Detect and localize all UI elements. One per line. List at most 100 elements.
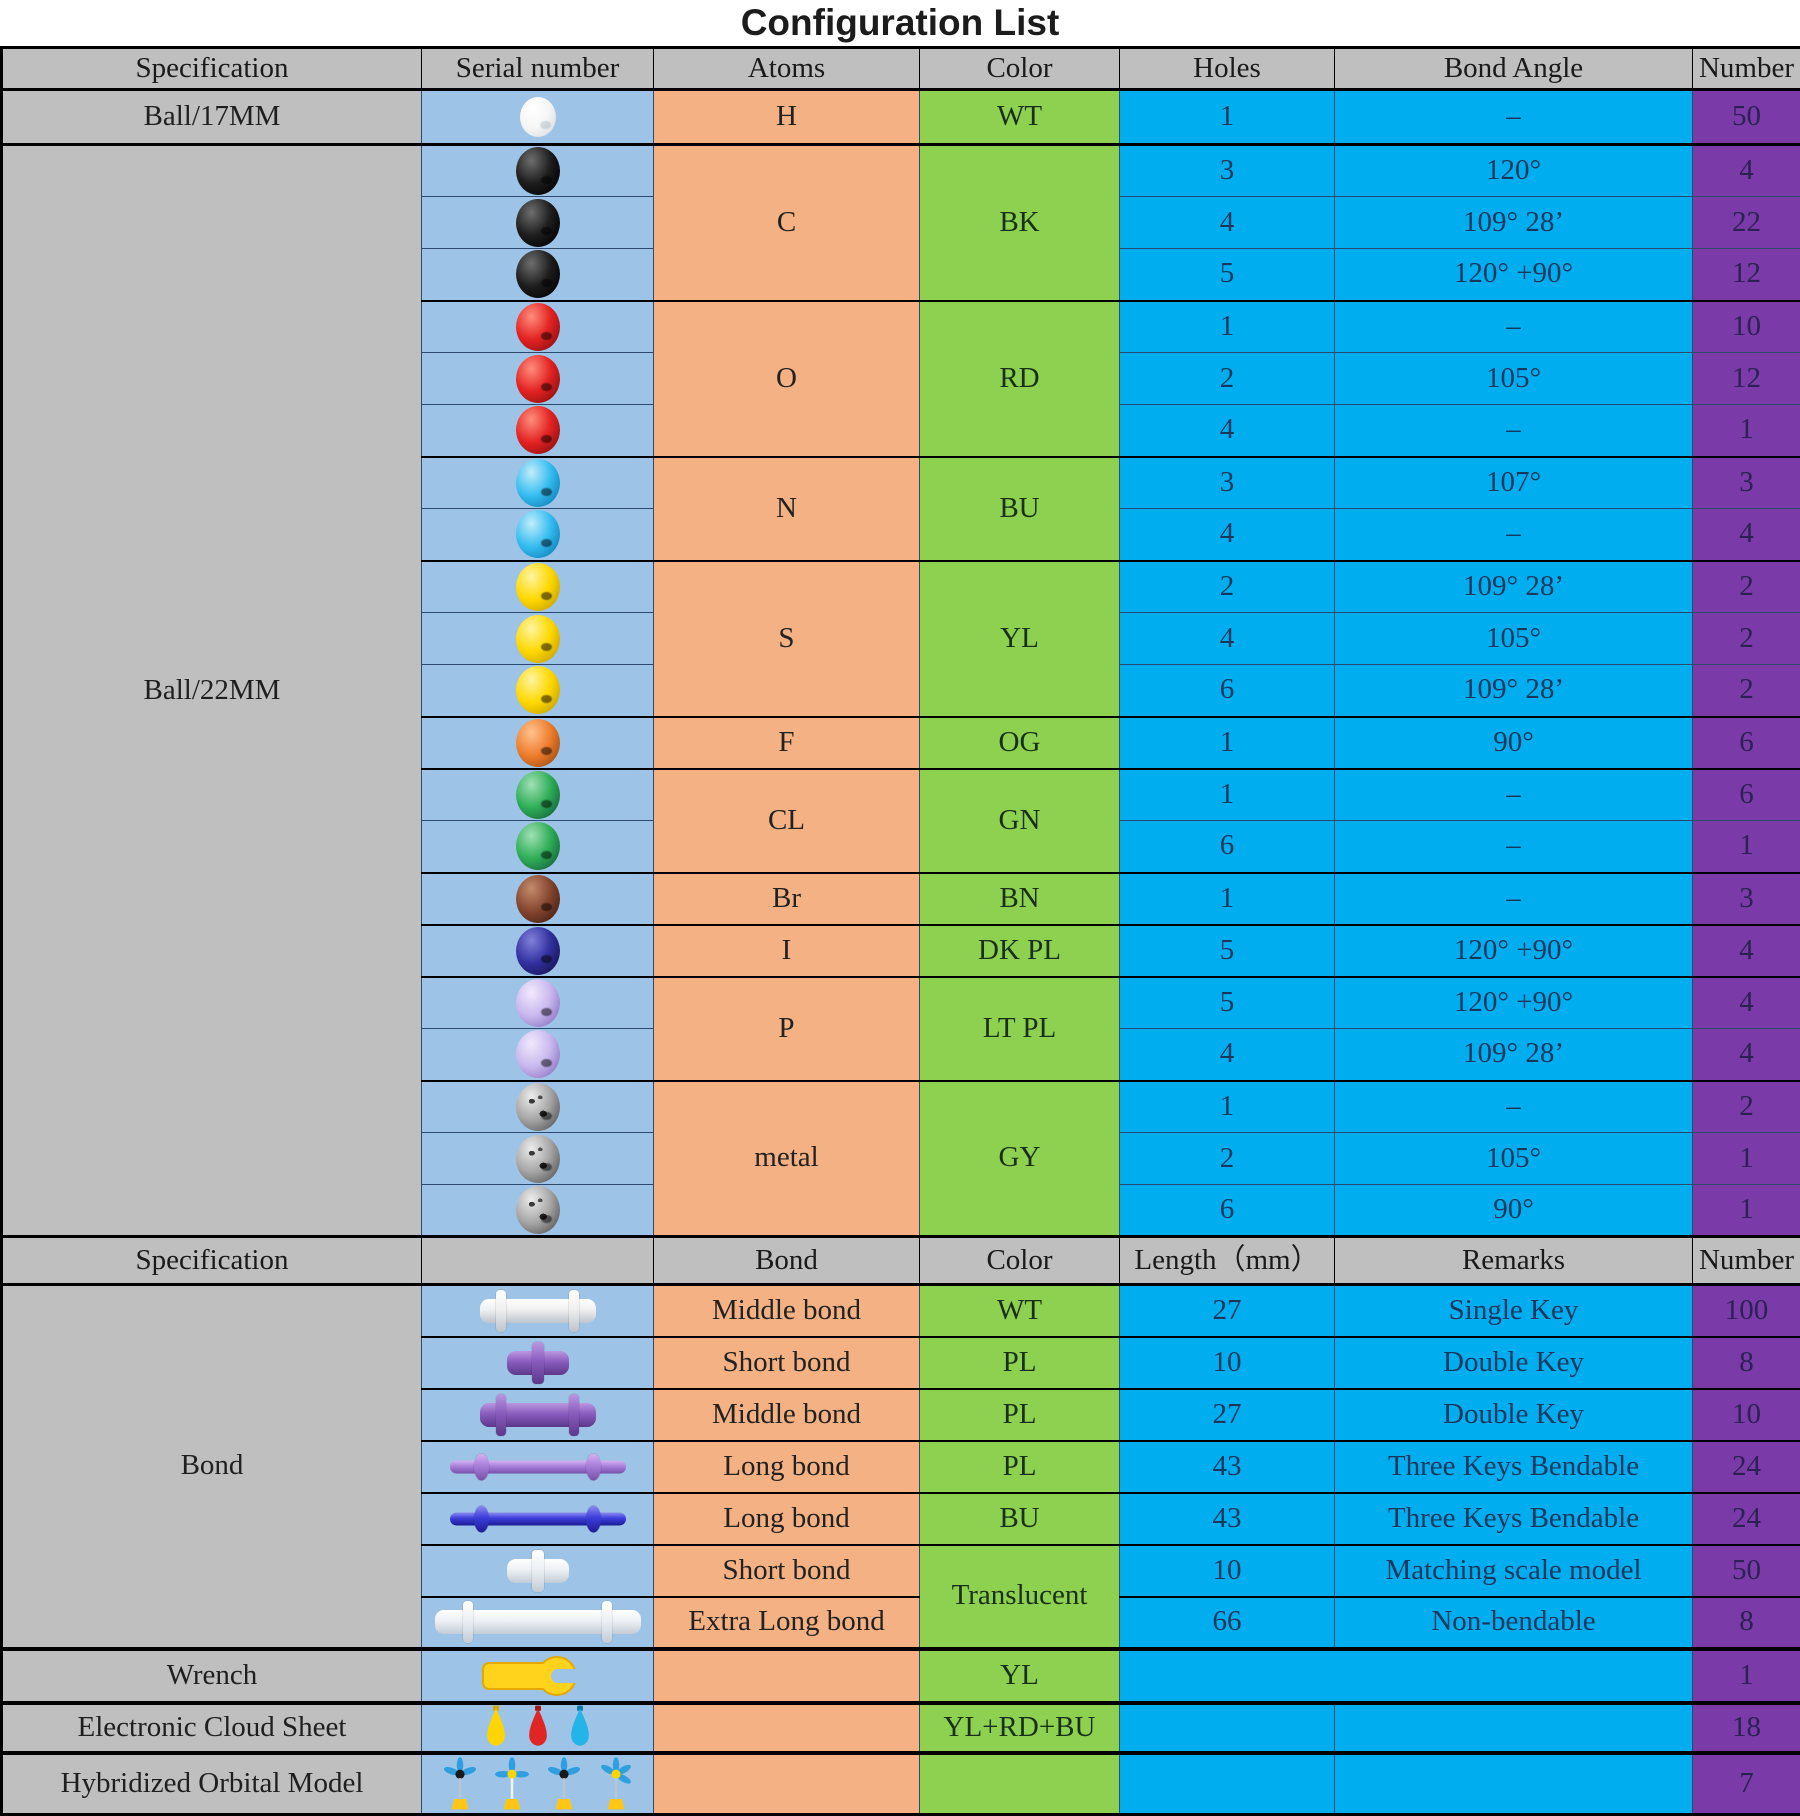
angle-cell: 90° <box>1335 1185 1693 1237</box>
angle-cell: 109° 28’ <box>1335 561 1693 613</box>
remarks-cell: Non-bendable <box>1335 1597 1693 1649</box>
ball-image-p <box>422 977 654 1029</box>
blank-cell <box>654 1703 920 1753</box>
blank-cell <box>654 1649 920 1703</box>
number-cell: 22 <box>1693 197 1800 249</box>
column-header-color: Color <box>920 1237 1120 1285</box>
holes-cell: 6 <box>1120 1185 1335 1237</box>
ball-image-s <box>422 613 654 665</box>
number-cell: 4 <box>1693 977 1800 1029</box>
length-cell: 43 <box>1120 1493 1335 1545</box>
column-header-color: Color <box>920 48 1120 90</box>
atom-symbol: H <box>654 90 920 145</box>
holes-cell: 3 <box>1120 457 1335 509</box>
color-code: DK PL <box>920 925 1120 977</box>
atom-symbol: metal <box>654 1081 920 1237</box>
bond-image-long-blue <box>422 1493 654 1545</box>
color-code: PL <box>920 1441 1120 1493</box>
color-code: YL <box>920 1649 1120 1703</box>
remarks-cell: Three Keys Bendable <box>1335 1441 1693 1493</box>
bond-type-cell: Short bond <box>654 1337 920 1389</box>
bond-image-middle-white <box>422 1285 654 1337</box>
spec-label-bond: Bond <box>2 1285 422 1649</box>
holes-cell: 3 <box>1120 145 1335 197</box>
remarks-cell: Three Keys Bendable <box>1335 1493 1693 1545</box>
title-bar: Configuration List <box>0 0 1800 46</box>
angle-cell: – <box>1335 1081 1693 1133</box>
number-cell: 10 <box>1693 1389 1800 1441</box>
holes-cell: 6 <box>1120 665 1335 717</box>
number-cell: 1 <box>1693 1133 1800 1185</box>
ball-image-cl <box>422 821 654 873</box>
number-cell: 4 <box>1693 1029 1800 1081</box>
wrench-icon <box>479 1651 597 1701</box>
atom-symbol: F <box>654 717 920 769</box>
number-cell: 3 <box>1693 457 1800 509</box>
number-cell: 18 <box>1693 1703 1800 1753</box>
spec-label-electronic-cloud-sheet: Electronic Cloud Sheet <box>2 1703 422 1753</box>
color-code: BN <box>920 873 1120 925</box>
blank-cell <box>1120 1703 1335 1753</box>
angle-cell: 90° <box>1335 717 1693 769</box>
holes-cell: 2 <box>1120 353 1335 405</box>
ball-image-n <box>422 509 654 561</box>
atom-symbol: P <box>654 977 920 1081</box>
number-cell: 2 <box>1693 561 1800 613</box>
angle-cell: 120° +90° <box>1335 925 1693 977</box>
number-cell: 4 <box>1693 145 1800 197</box>
holes-cell: 5 <box>1120 249 1335 301</box>
bond-type-cell: Extra Long bond <box>654 1597 920 1649</box>
column-header-bond-angle: Bond Angle <box>1335 48 1693 90</box>
atom-symbol: S <box>654 561 920 717</box>
color-code: BU <box>920 1493 1120 1545</box>
bond-image-short-purple <box>422 1337 654 1389</box>
holes-cell: 5 <box>1120 977 1335 1029</box>
bond-image-extra-long-translucent <box>422 1597 654 1649</box>
bond-image-middle-purple <box>422 1389 654 1441</box>
angle-cell: – <box>1335 821 1693 873</box>
remarks-cell: Double Key <box>1335 1337 1693 1389</box>
ball-image-o <box>422 405 654 457</box>
number-cell: 1 <box>1693 821 1800 873</box>
number-cell: 10 <box>1693 301 1800 353</box>
ball-image-o <box>422 301 654 353</box>
column-header-specification: Specification <box>2 48 422 90</box>
column-header-number: Number <box>1693 1237 1800 1285</box>
atom-symbol: N <box>654 457 920 561</box>
angle-cell: 105° <box>1335 353 1693 405</box>
length-cell: 27 <box>1120 1285 1335 1337</box>
color-code: BU <box>920 457 1120 561</box>
holes-cell: 1 <box>1120 717 1335 769</box>
electronic-cloud-sheet-image <box>422 1703 654 1753</box>
number-cell: 24 <box>1693 1441 1800 1493</box>
holes-cell: 4 <box>1120 509 1335 561</box>
blank-cell <box>1335 1703 1693 1753</box>
spec-label-hybridized-orbital-model: Hybridized Orbital Model <box>2 1753 422 1815</box>
ball-image-s <box>422 561 654 613</box>
bond-image-short-translucent <box>422 1545 654 1597</box>
ball-image-metal <box>422 1081 654 1133</box>
number-cell: 2 <box>1693 665 1800 717</box>
number-cell: 100 <box>1693 1285 1800 1337</box>
angle-cell: – <box>1335 873 1693 925</box>
ball-image-metal <box>422 1133 654 1185</box>
orbital-model-icon <box>544 1756 584 1812</box>
blank-cell <box>1120 1753 1335 1815</box>
column-header-holes: Holes <box>1120 48 1335 90</box>
angle-cell: 120° +90° <box>1335 977 1693 1029</box>
color-code: GY <box>920 1081 1120 1237</box>
number-cell: 7 <box>1693 1753 1800 1815</box>
remarks-cell: Double Key <box>1335 1389 1693 1441</box>
angle-cell: 107° <box>1335 457 1693 509</box>
color-code: WT <box>920 1285 1120 1337</box>
hybridized-orbital-model-image <box>422 1753 654 1815</box>
color-code: PL <box>920 1389 1120 1441</box>
holes-cell: 4 <box>1120 1029 1335 1081</box>
spec-label-ball17: Ball/17MM <box>2 90 422 145</box>
blank-cell <box>654 1753 920 1815</box>
ball-image-c <box>422 197 654 249</box>
table-row: Wrench YL 1 <box>2 1649 1800 1703</box>
holes-cell: 6 <box>1120 821 1335 873</box>
column-header-specification: Specification <box>2 1237 422 1285</box>
angle-cell: – <box>1335 301 1693 353</box>
